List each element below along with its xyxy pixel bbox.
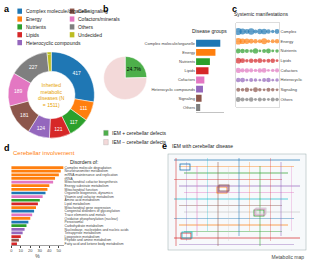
svg-text:Mitochondrial cofactor biosynt: Mitochondrial cofactor biosynthesis [65,180,118,184]
svg-text:181: 181 [20,112,29,118]
svg-text:Complex molecule/organelle: Complex molecule/organelle [145,41,196,46]
svg-text:Lipids: Lipids [281,58,291,63]
svg-text:Cofactors: Cofactors [178,77,195,82]
svg-text:Nutrients: Nutrients [26,24,47,30]
svg-text:189: 189 [14,88,23,94]
svg-text:d: d [4,143,10,153]
svg-text:24: 24 [48,53,51,56]
svg-text:Energy: Energy [26,16,42,22]
svg-text:IEM − cerebellar defects: IEM − cerebellar defects [112,139,167,145]
svg-text:Mitochondrial gene expression: Mitochondrial gene expression [65,206,111,210]
svg-text:tRNA: tRNA [65,177,74,181]
svg-text:Cofactors/minerals: Cofactors/minerals [78,16,120,22]
svg-text:Nucleobase, nucleotides and nu: Nucleobase, nucleotides and nucleic acid… [65,228,129,232]
svg-text:e: e [162,141,167,151]
svg-text:117: 117 [70,119,78,125]
svg-text:Others: Others [78,24,94,30]
svg-text:IEM with cerebellar disease: IEM with cerebellar disease [172,143,233,149]
svg-text:b: b [103,4,109,14]
svg-text:24.7%: 24.7% [127,66,142,72]
svg-text:50: 50 [57,248,62,253]
svg-text:111: 111 [80,105,88,111]
svg-text:Lipid metabolism: Lipid metabolism [65,202,91,206]
svg-text:Fatty acid and ketone body met: Fatty acid and ketone body metabolism [65,242,124,246]
svg-text:Lipids: Lipids [185,68,195,73]
svg-text:Complex molecule/organelle: Complex molecule/organelle [26,8,89,14]
svg-text:mRNA maintenance and replicati: mRNA maintenance and replication [65,173,118,177]
svg-text:Nutrients: Nutrients [281,48,297,53]
svg-text:Complex: Complex [281,29,297,34]
svg-text:Others: Others [183,105,195,110]
svg-text:Organelle biogenesis, dynamics: Organelle biogenesis, dynamics [65,191,113,195]
svg-text:Signaling: Signaling [179,96,195,101]
svg-text:124: 124 [37,125,46,131]
svg-text:Inheritedmetabolicdiseases (N=: Inheritedmetabolicdiseases (N= 1511) [38,82,65,108]
svg-text:a: a [4,4,10,14]
svg-text:Oxidative phosphorylation (nuc: Oxidative phosphorylation (nuclear) [65,217,118,221]
svg-text:40: 40 [47,248,52,253]
svg-text:Mitochondrial function: Mitochondrial function [65,188,98,192]
svg-text:%: % [35,253,40,259]
svg-text:Undecided: Undecided [78,32,102,38]
svg-text:30: 30 [38,248,43,253]
svg-text:Nutrients: Nutrients [179,59,195,64]
svg-text:Disorders of:: Disorders of: [70,159,98,165]
svg-text:0: 0 [10,248,13,253]
svg-text:20: 20 [28,248,33,253]
svg-text:Cell signaling: Cell signaling [78,8,108,14]
svg-text:Metabolic map: Metabolic map [271,254,304,260]
svg-text:Heterocyclic compounds: Heterocyclic compounds [151,87,195,92]
svg-text:Disease groups: Disease groups [192,28,227,34]
svg-text:121: 121 [54,126,63,132]
svg-text:Lipids: Lipids [26,32,40,38]
svg-text:10: 10 [19,248,24,253]
svg-text:Amino acid metabolism: Amino acid metabolism [65,198,100,202]
svg-text:Signaling: Signaling [281,87,297,92]
svg-text:Cerebellar involvement: Cerebellar involvement [13,150,75,156]
svg-text:c: c [232,4,237,14]
svg-text:Heterocyclic: Heterocyclic [281,77,303,82]
svg-text:Peptide and amine metabolism: Peptide and amine metabolism [65,238,112,242]
svg-text:Trace elements and metals: Trace elements and metals [65,213,106,217]
svg-text:Cofactors: Cofactors [281,68,298,73]
svg-text:IEM + cerebellar defects: IEM + cerebellar defects [112,130,167,136]
svg-text:Heterocyclic compounds: Heterocyclic compounds [26,40,81,46]
svg-text:Energy substrate metabolism: Energy substrate metabolism [65,184,109,188]
svg-text:Tetrapyrrole metabolism: Tetrapyrrole metabolism [65,231,101,235]
svg-text:Peroxisomal: Peroxisomal [65,220,84,224]
svg-text:Energy: Energy [182,50,195,55]
svg-text:Energy: Energy [281,39,294,44]
svg-text:Systemic manifestations: Systemic manifestations [234,11,288,17]
svg-text:227: 227 [29,64,38,70]
svg-text:Lipoprotein metabolism: Lipoprotein metabolism [65,235,100,239]
svg-text:Carbohydrate metabolism: Carbohydrate metabolism [65,224,104,228]
svg-text:Vitamin and cofactor metabolis: Vitamin and cofactor metabolism [65,195,114,199]
svg-text:Congenital disorders of glycos: Congenital disorders of glycosylation [65,209,120,213]
svg-text:417: 417 [72,70,81,76]
svg-text:Complex molecule degradation: Complex molecule degradation [65,166,112,170]
svg-text:Others: Others [281,97,293,102]
svg-text:Neurotransmitter metabolism: Neurotransmitter metabolism [65,169,109,173]
